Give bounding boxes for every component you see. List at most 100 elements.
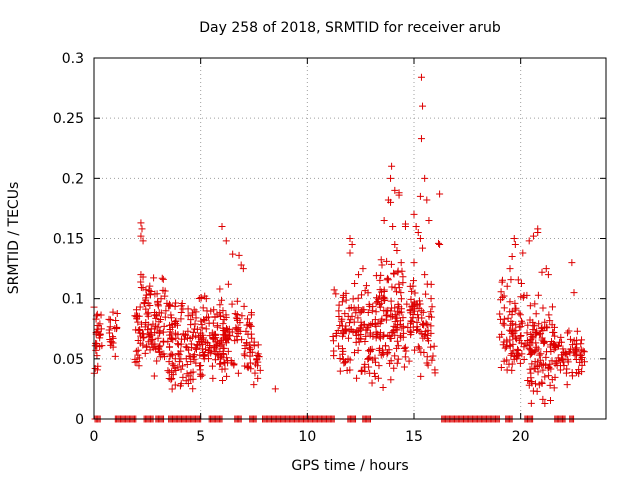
data-point [548, 357, 556, 365]
data-point [225, 325, 233, 333]
data-point [396, 320, 404, 328]
data-point [546, 397, 554, 405]
data-point [545, 363, 553, 371]
data-point [250, 338, 258, 346]
data-point [422, 319, 430, 327]
data-point [136, 303, 144, 311]
data-point [374, 319, 382, 327]
data-point [538, 334, 546, 342]
data-point [221, 359, 229, 367]
data-point [391, 186, 399, 194]
x-tick-label: 15 [405, 429, 423, 445]
data-point [142, 305, 150, 313]
data-point [402, 347, 410, 355]
data-point [96, 320, 104, 328]
data-point [399, 273, 407, 281]
data-point [224, 347, 232, 355]
data-point [364, 308, 372, 316]
data-point [341, 359, 349, 367]
data-point [517, 279, 525, 287]
data-point [256, 366, 264, 374]
data-point [554, 342, 562, 350]
data-point [537, 350, 545, 358]
data-point [243, 362, 251, 370]
axis-ticks: 0 0.05 0.1 0.15 0.2 0.25 0.3 0 5 10 15 20 [53, 51, 606, 445]
data-point [171, 329, 179, 337]
data-point [358, 291, 366, 299]
data-point [136, 339, 144, 347]
data-point [221, 365, 229, 373]
data-point [385, 346, 393, 354]
data-point [193, 325, 201, 333]
data-point [378, 261, 386, 269]
data-point [563, 381, 571, 389]
data-point [535, 320, 543, 328]
data-point [430, 342, 438, 350]
data-point [519, 249, 527, 257]
data-point [229, 250, 237, 258]
data-point [390, 364, 398, 372]
data-point [203, 307, 211, 315]
data-point [131, 312, 139, 320]
data-point [407, 328, 415, 336]
data-point [175, 351, 183, 359]
data-point [338, 298, 346, 306]
data-point [411, 289, 419, 297]
data-point [404, 324, 412, 332]
data-point [220, 358, 228, 366]
data-point [140, 299, 148, 307]
data-point [387, 376, 395, 384]
data-point [133, 357, 141, 365]
data-point [401, 343, 409, 351]
data-point [205, 342, 213, 350]
data-point [377, 271, 385, 279]
data-point [547, 338, 555, 346]
data-point [427, 295, 435, 303]
data-point [500, 321, 508, 329]
data-point [371, 358, 379, 366]
data-point [233, 315, 241, 323]
data-point [160, 322, 168, 330]
data-point [394, 300, 402, 308]
data-point [172, 367, 180, 375]
data-point [380, 216, 388, 224]
data-point [427, 322, 435, 330]
data-point [363, 326, 371, 334]
data-point [374, 374, 382, 382]
y-tick-label: 0.25 [53, 111, 84, 127]
data-point [157, 309, 165, 317]
data-point [527, 330, 535, 338]
data-point [379, 383, 387, 391]
data-point [214, 352, 222, 360]
data-point [497, 363, 505, 371]
data-point [542, 265, 550, 273]
data-point [189, 375, 197, 383]
data-point [500, 292, 508, 300]
data-point [359, 265, 367, 273]
data-point [216, 309, 224, 317]
data-point [171, 381, 179, 389]
data-point [550, 323, 558, 331]
data-point [200, 316, 208, 324]
data-point [105, 315, 113, 323]
data-point [146, 302, 154, 310]
data-point [392, 314, 400, 322]
data-point [154, 301, 162, 309]
data-point [342, 296, 350, 304]
data-point [503, 366, 511, 374]
data-point [396, 332, 404, 340]
data-point [366, 331, 374, 339]
data-point [525, 345, 533, 353]
data-point [395, 284, 403, 292]
data-point [394, 268, 402, 276]
data-point [380, 286, 388, 294]
data-point [182, 343, 190, 351]
data-point [138, 330, 146, 338]
data-point [219, 377, 227, 385]
data-point [418, 314, 426, 322]
data-point [421, 331, 429, 339]
data-point [222, 311, 230, 319]
data-point [423, 280, 431, 288]
